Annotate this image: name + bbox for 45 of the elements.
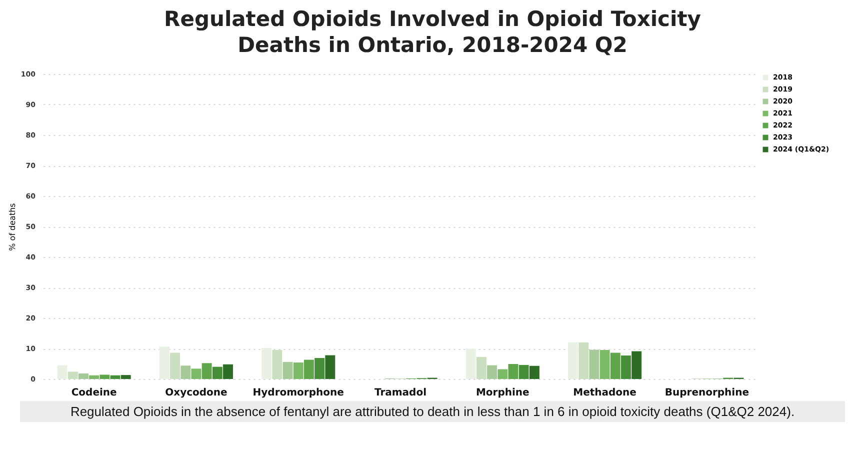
y-axis-title: % of deaths — [8, 203, 17, 251]
bar — [314, 358, 325, 379]
bar — [89, 375, 100, 379]
bar — [632, 351, 642, 379]
bar — [180, 366, 191, 379]
bar — [600, 350, 610, 379]
bar — [487, 365, 498, 379]
bar — [518, 364, 529, 379]
bar — [508, 364, 518, 379]
bar — [282, 362, 293, 379]
bar — [262, 348, 272, 379]
bar — [589, 350, 600, 379]
bar — [568, 342, 578, 379]
bar — [223, 364, 233, 379]
x-tick-label: Methadone — [573, 388, 637, 398]
bar — [325, 355, 336, 379]
bar — [191, 368, 202, 379]
bar — [304, 360, 314, 379]
bar — [498, 369, 508, 379]
bar — [120, 375, 131, 379]
bar — [202, 363, 212, 379]
bar — [170, 352, 180, 379]
bar — [621, 356, 631, 379]
x-tick-label: Hydromorphone — [252, 388, 344, 398]
bar — [466, 348, 476, 379]
bar — [57, 365, 68, 379]
bar — [68, 372, 78, 379]
x-tick-label: Codeine — [71, 388, 118, 398]
x-tick-label: Buprenorphine — [664, 388, 750, 398]
bar — [110, 375, 120, 379]
bar — [578, 342, 589, 379]
x-tick-label: Morphine — [476, 388, 530, 398]
bar — [272, 350, 282, 379]
chart-title: Regulated Opioids Involved in Opioid Toxicity Deaths in Ontario, 2018-2024 Q2 — [163, 6, 702, 58]
bar — [610, 352, 620, 379]
bar — [212, 366, 222, 379]
bar — [529, 366, 540, 379]
bar — [100, 374, 110, 379]
x-tick-label: Oxycodone — [165, 388, 228, 398]
bar — [159, 346, 170, 379]
bar — [293, 362, 304, 379]
x-tick-label: Tramadol — [374, 388, 427, 398]
text: Regulated Opioids in the absence of fentanyl are attributed to death in less than 1 in 6 in opioid toxicity deaths (Q1&Q2 2024). — [69, 404, 796, 419]
bar — [78, 374, 88, 379]
bar — [476, 357, 486, 379]
